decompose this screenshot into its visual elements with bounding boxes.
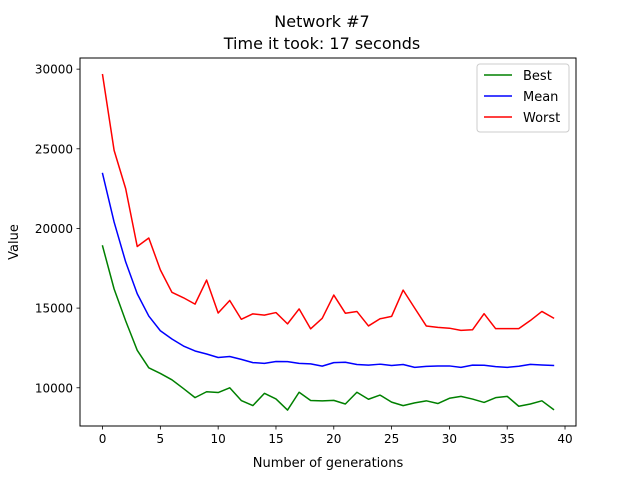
series-line-mean [101,172,555,369]
x-axis-label: Number of generations [253,456,404,471]
y-tick-label: 20000 [35,222,73,236]
series-lines [101,73,555,411]
x-tick-label: 5 [157,432,165,446]
legend: Best Mean Worst [476,63,570,133]
x-tick-label: 40 [557,432,572,446]
axes-frame [79,57,577,427]
series-line-best [101,245,555,411]
plot-area: 0 5 10 15 20 25 30 35 40 10000 15000 20000 25000 300… [35,57,577,446]
y-tick-label: 15000 [35,302,73,316]
x-axis-ticks: 0 5 10 15 20 25 30 35 40 [99,426,573,446]
series-line-worst [101,73,555,332]
y-tick-label: 30000 [35,63,73,77]
x-tick-label: 15 [268,432,283,446]
legend-entries: Best Mean Worst [484,69,560,126]
x-tick-label: 10 [211,432,226,446]
legend-label-mean: Mean [523,90,558,105]
chart-title: Network #7 [274,12,369,31]
y-axis-ticks: 10000 15000 20000 25000 30000 [35,63,80,395]
x-tick-label: 25 [384,432,399,446]
y-tick-label: 10000 [35,381,73,395]
x-tick-label: 20 [326,432,341,446]
legend-box [476,63,570,133]
legend-label-worst: Worst [523,111,560,126]
x-tick-label: 0 [99,432,107,446]
y-tick-label: 25000 [35,142,73,156]
y-axis-label: Value [7,224,22,260]
x-tick-label: 35 [500,432,515,446]
x-tick-label: 30 [442,432,457,446]
legend-label-best: Best [523,69,552,84]
chart-subtitle: Time it took: 17 seconds [223,34,420,53]
